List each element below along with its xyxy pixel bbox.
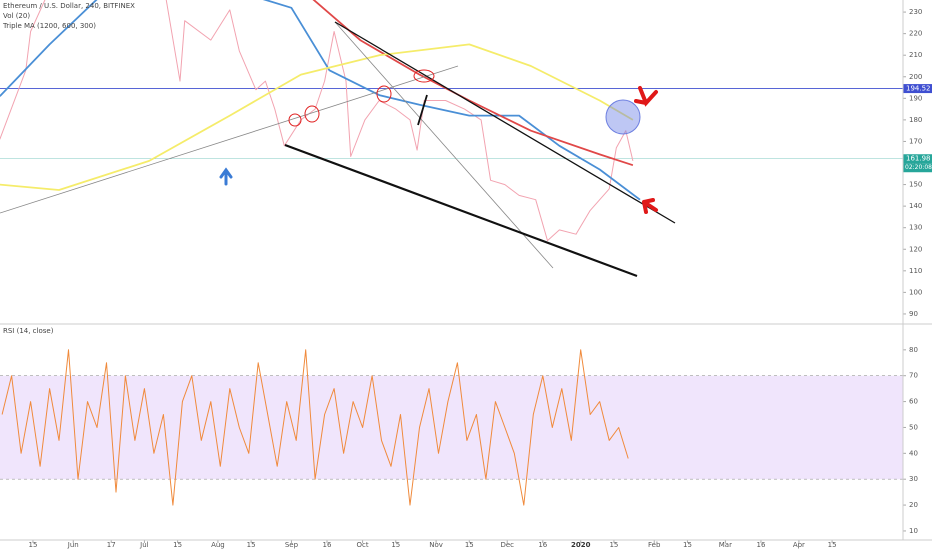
y-tick-label: 170 — [909, 137, 922, 145]
trendline — [334, 21, 676, 224]
x-tick-label: Oct — [357, 541, 369, 549]
y-tick-label: 20 — [909, 501, 918, 509]
indicator-label: Triple MA (1200, 600, 300) — [2, 22, 96, 30]
x-tick-label: 15 — [247, 541, 256, 549]
x-tick-label: Dec — [500, 541, 514, 549]
y-tick-label: 30 — [909, 475, 918, 483]
y-tick-label: 60 — [909, 398, 918, 406]
y-tick-label: 90 — [909, 310, 918, 318]
x-tick-label: Jun — [67, 541, 79, 549]
x-tick-label: 15 — [683, 541, 692, 549]
y-tick-label: 210 — [909, 51, 922, 59]
trendline — [417, 94, 428, 126]
y-tick-label: 130 — [909, 224, 922, 232]
y-tick-label: 220 — [909, 30, 922, 38]
trendline — [284, 143, 638, 278]
y-tick-label: 190 — [909, 94, 922, 102]
y-tick-label: 50 — [909, 423, 918, 431]
y-tick-label: 150 — [909, 181, 922, 189]
arrow — [634, 86, 658, 107]
panel — [0, 0, 903, 242]
y-tick-label: 140 — [909, 202, 922, 210]
price-label: 161.98 — [906, 155, 931, 163]
series-line — [0, 43, 634, 191]
x-tick-label: Mar — [719, 541, 732, 549]
x-tick-label: 16 — [538, 541, 547, 549]
circle-marker — [376, 85, 392, 103]
y-tick-label: 180 — [909, 116, 922, 124]
price-label: 194.52 — [906, 85, 931, 93]
y-tick-label: 80 — [909, 346, 918, 354]
x-tick-label: 15 — [465, 541, 474, 549]
x-tick-label: Apr — [793, 541, 805, 549]
y-tick-label: 120 — [909, 245, 922, 253]
y-tick-label: 200 — [909, 73, 922, 81]
circle-marker — [304, 105, 320, 123]
countdown-bg — [903, 163, 932, 173]
series-line — [1, 349, 629, 506]
x-tick-label: Feb — [648, 541, 661, 549]
highlight-circle — [605, 99, 641, 135]
indicator-label: RSI (14, close) — [3, 327, 54, 335]
x-tick-label: 17 — [107, 541, 116, 549]
rsi-band — [0, 375, 903, 480]
y-tick-label: 70 — [909, 372, 918, 380]
x-tick-label: 15 — [609, 541, 618, 549]
symbol-title: Ethereum / U.S. Dollar, 240, BITFINEX — [3, 2, 135, 10]
x-tick-label: 2020 — [571, 541, 591, 549]
x-tick-label: 15 — [391, 541, 400, 549]
x-tick-label: Aug — [211, 541, 225, 549]
x-tick-label: 15 — [29, 541, 38, 549]
x-tick-label: 15 — [828, 541, 837, 549]
price-label-bg — [903, 154, 932, 164]
y-tick-label: 40 — [909, 449, 918, 457]
trendline — [0, 65, 459, 214]
x-tick-label: Jul — [139, 541, 149, 549]
y-tick-label: 10 — [909, 527, 918, 535]
x-tick-label: 16 — [756, 541, 765, 549]
trendline — [334, 21, 554, 269]
x-tick-label: 16 — [323, 541, 332, 549]
circle-marker — [288, 113, 302, 127]
series-line — [0, 0, 641, 201]
y-tick-label: 100 — [909, 288, 922, 296]
y-tick-label: 110 — [909, 267, 922, 275]
drawings — [0, 21, 676, 278]
countdown-label: 02:20:08 — [905, 164, 932, 171]
circle-marker — [413, 69, 435, 83]
indicator-label: Vol (20) — [3, 12, 30, 20]
panel — [0, 349, 903, 506]
arrow — [642, 198, 658, 214]
x-tick-label: 15 — [173, 541, 182, 549]
series-line — [312, 0, 634, 167]
y-tick-label: 230 — [909, 8, 922, 16]
arrow — [219, 167, 233, 186]
x-tick-label: Sep — [285, 541, 299, 549]
series-line — [0, 0, 634, 242]
x-tick-label: Nov — [429, 541, 443, 549]
price-label-bg — [903, 84, 932, 94]
